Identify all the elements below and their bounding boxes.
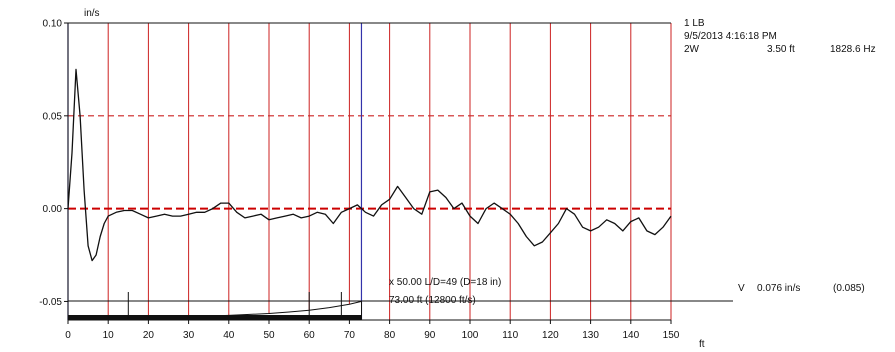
annotation-line-1: x 50.00 L/D=49 (D=18 in): [389, 277, 502, 288]
x-tick-label: 100: [462, 330, 479, 341]
y-tick-label: 0.00: [43, 204, 63, 215]
x-tick-label: 120: [542, 330, 559, 341]
x-tick-label: 40: [223, 330, 235, 341]
x-tick-label: 140: [622, 330, 639, 341]
x-tick-label: 0: [65, 330, 71, 341]
annotation-line-2: 73.00 ft (12800 ft/s): [389, 295, 476, 306]
velocity-trace: [67, 68, 672, 262]
x-tick-label: 80: [384, 330, 396, 341]
header-frequency: 1828.6 Hz: [830, 44, 876, 55]
x-tick-label: 110: [502, 330, 518, 341]
x-tick-label: 30: [183, 330, 195, 341]
y-tick-label: 0.10: [43, 19, 63, 30]
x-tick-label: 130: [582, 330, 599, 341]
velocity-paren: (0.085): [833, 283, 865, 294]
grid-layer: [68, 23, 672, 320]
axis-layer: 0.10 0.05 0.00 -0.05 0 10 20 30 40 50 60 70 80 90 100 1…: [39, 19, 733, 341]
x-tick-label: 10: [103, 330, 115, 341]
x-tick-label: 150: [663, 330, 680, 341]
window-base-bar: [68, 315, 362, 320]
x-tick-label: 60: [304, 330, 316, 341]
header-line-2: 9/5/2013 4:16:18 PM: [684, 31, 777, 42]
marker-layer: [67, 23, 363, 320]
x-tick-label: 90: [424, 330, 436, 341]
header-line-1: 1 LB: [684, 18, 705, 29]
header-depth: 3.50 ft: [767, 44, 795, 55]
velocity-value: 0.076 in/s: [757, 283, 801, 294]
y-tick-label: 0.05: [43, 111, 63, 122]
x-tick-label: 70: [344, 330, 356, 341]
y-axis-unit: in/s: [84, 8, 100, 19]
velocity-label: V: [738, 283, 745, 294]
x-axis-unit: ft: [699, 339, 705, 350]
trace-layer: [67, 68, 672, 321]
header-name: 2W: [684, 44, 699, 55]
x-tick-label: 50: [263, 330, 275, 341]
y-tick-label: -0.05: [39, 297, 62, 308]
x-tick-label: 20: [143, 330, 155, 341]
